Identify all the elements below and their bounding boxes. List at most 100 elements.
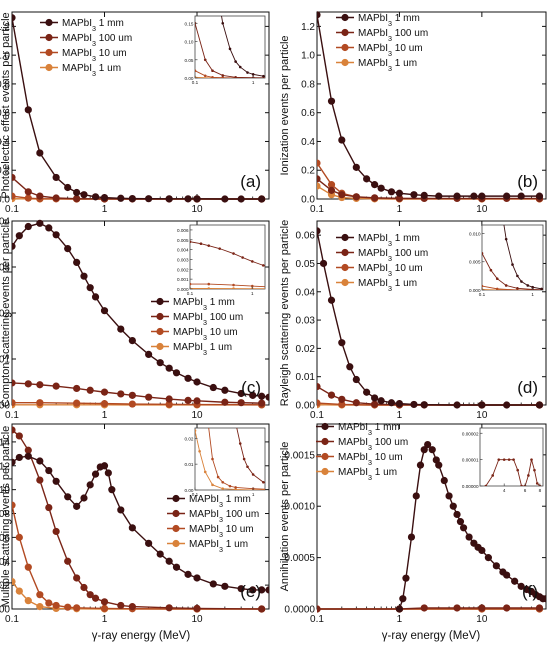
inset-point [504,237,508,241]
data-point [64,603,72,611]
inset-point [332,282,335,285]
data-point [478,604,486,612]
inset-point [295,275,298,278]
data-point [117,390,125,398]
inset-point [204,145,207,148]
x-tick-label: 0.1 [310,410,324,421]
data-point [221,398,229,406]
data-point [395,399,404,408]
legend-marker [321,437,329,446]
y-tick-label: 0.06 [296,231,316,242]
inset-point [211,457,214,461]
inset-y-tick-label: 0.001 [177,277,189,282]
inset-y-tick-label: 0.003 [177,257,189,262]
chart-panel: 0.00 0.02 0.04 0.06 0.08 0.10 0.12 0.14 0.1 1 10 Mu… [0,145,323,625]
inset-point [320,434,323,437]
inset-x-tick-label: 1 [252,80,255,85]
y-tick-label: 0.06 [0,533,10,544]
y-tick-label: 0.8 [301,79,315,90]
x-tick-label: 0.1 [5,410,19,421]
data-point [24,106,32,114]
inset-point [195,429,197,432]
data-point [193,195,201,203]
inset-point [482,251,484,255]
data-point [317,182,321,190]
data-point [12,173,16,182]
inset-point [516,287,519,290]
data-point [338,136,346,144]
legend-marker [341,263,349,272]
data-point [36,219,44,227]
inset-point [530,458,533,461]
inset-point [190,240,192,244]
inset-point [199,242,203,246]
data-point [15,453,23,462]
inset-point [204,398,207,401]
y-tick-label: 0.0 [0,195,10,206]
data-point [221,582,229,590]
inset-point [221,21,225,25]
legend-label: MAPbI3 100 um [189,509,259,524]
data-point [420,401,428,409]
legend-label: MAPbI3 1 um [62,63,121,78]
data-point [258,399,266,407]
data-point [52,194,60,202]
data-point [36,399,44,407]
data-point [128,603,136,611]
data-point [221,386,229,394]
data-point [91,293,100,301]
inset-point [217,189,220,192]
legend-label: MAPbI3 100 um [173,312,243,327]
inset-point [262,125,265,128]
data-point [80,191,88,199]
inset-line [482,288,543,290]
y-tick-label: 0.10 [0,485,10,496]
inset-point [351,77,354,80]
inset-point [269,484,272,487]
data-point [209,580,217,588]
data-point [52,173,60,182]
inset-point [270,286,273,289]
inset-point [241,256,244,259]
inset-point [232,252,235,255]
data-point [165,557,173,565]
x-tick-label: 1 [397,410,403,421]
inset-x-tick-label: 1 [251,291,254,296]
inset-y-tick-label: 0.010 [469,231,481,236]
data-point [237,585,245,593]
y-axis-label: Rayleigh scattering events per particle [279,220,291,406]
legend-label: MAPbI3 100 um [358,28,428,43]
inset-point [307,278,310,281]
inset-point [269,77,272,80]
data-point [184,570,192,578]
series-line [317,14,540,197]
inset-point [351,77,354,80]
inset-point [269,488,272,491]
legend-label: MAPbI3 1 um [358,278,417,293]
legend-label: MAPbI3 1 mm [62,18,124,33]
series-group [12,426,269,613]
data-point [24,380,32,388]
legend-label: MAPbI3 1 mm [173,297,235,312]
data-point [317,159,321,167]
inset-frame [194,427,266,491]
data-point [492,562,500,570]
plot-frame [316,11,547,200]
data-point [117,194,125,202]
inset-chart: 0.000 0.005 0.010 0.1 1 [469,224,550,297]
data-point [24,446,32,454]
inset-y-tick-label: 0.00000 [462,484,479,489]
legend-marker [341,233,349,242]
inset-point [547,288,550,291]
data-point [258,392,266,400]
inset-point [250,260,254,263]
data-point [52,477,60,485]
data-point [237,389,245,398]
y-tick-label: 1.2 [0,22,10,33]
inset-point [211,483,214,487]
inset-point [218,247,222,250]
inset-point [292,76,295,79]
data-point [371,394,379,402]
inset-point [511,263,514,266]
legend-marker [321,452,329,461]
